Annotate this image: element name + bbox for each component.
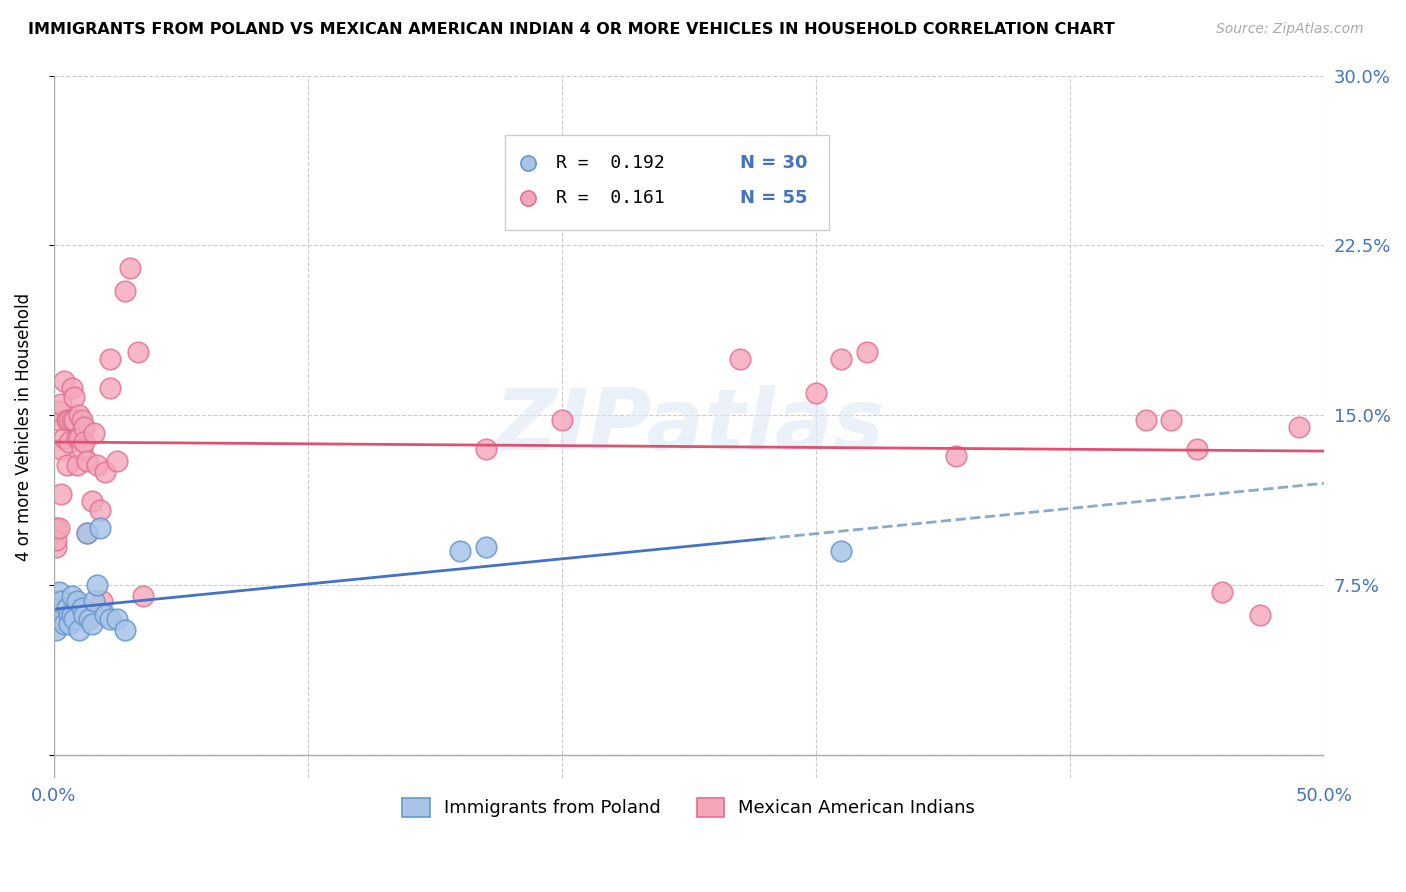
Point xyxy=(73,607,96,622)
Point xyxy=(63,612,86,626)
Point xyxy=(63,413,86,427)
Point xyxy=(1288,419,1310,434)
Point xyxy=(53,616,76,631)
Text: Source: ZipAtlas.com: Source: ZipAtlas.com xyxy=(1216,22,1364,37)
Point xyxy=(45,521,67,535)
Point xyxy=(105,453,128,467)
Point xyxy=(51,442,73,457)
Point xyxy=(1249,607,1271,622)
Point xyxy=(67,624,90,638)
Point xyxy=(474,442,496,457)
Point xyxy=(105,612,128,626)
Point xyxy=(45,612,67,626)
Point xyxy=(83,426,105,441)
Point xyxy=(804,385,827,400)
Point xyxy=(55,458,77,472)
Point xyxy=(830,544,852,558)
Text: IMMIGRANTS FROM POLAND VS MEXICAN AMERICAN INDIAN 4 OR MORE VEHICLES IN HOUSEHOL: IMMIGRANTS FROM POLAND VS MEXICAN AMERIC… xyxy=(28,22,1115,37)
Point xyxy=(58,616,80,631)
Point xyxy=(98,351,121,366)
Point xyxy=(60,607,83,622)
Point xyxy=(48,600,70,615)
Point xyxy=(132,590,155,604)
Point xyxy=(60,590,83,604)
Point xyxy=(98,612,121,626)
Point xyxy=(83,594,105,608)
Point xyxy=(127,344,149,359)
Point xyxy=(76,453,98,467)
Point xyxy=(73,435,96,450)
Text: R =  0.161: R = 0.161 xyxy=(555,189,664,207)
Point xyxy=(67,431,90,445)
Point xyxy=(1185,442,1208,457)
Point xyxy=(70,413,93,427)
Point xyxy=(1160,413,1182,427)
Point xyxy=(45,624,67,638)
Text: N = 55: N = 55 xyxy=(740,189,807,207)
Point xyxy=(45,540,67,554)
Point xyxy=(45,533,67,547)
Point xyxy=(66,594,89,608)
Point xyxy=(66,431,89,445)
Point xyxy=(80,616,103,631)
Point xyxy=(55,413,77,427)
Text: R =  0.192: R = 0.192 xyxy=(555,154,664,172)
Point xyxy=(1211,585,1233,599)
Point xyxy=(86,578,108,592)
Point xyxy=(53,431,76,445)
Point xyxy=(58,607,80,622)
Point xyxy=(93,465,115,479)
Point xyxy=(1135,413,1157,427)
Point xyxy=(945,449,967,463)
Point xyxy=(48,413,70,427)
Point xyxy=(98,381,121,395)
Point xyxy=(89,503,111,517)
Point xyxy=(89,521,111,535)
Point xyxy=(58,435,80,450)
Point xyxy=(63,390,86,404)
Point xyxy=(114,624,136,638)
Point xyxy=(76,526,98,541)
Point xyxy=(118,260,141,275)
Point xyxy=(51,397,73,411)
Point xyxy=(48,403,70,417)
Point xyxy=(51,487,73,501)
Point xyxy=(53,374,76,388)
Point xyxy=(51,612,73,626)
Point xyxy=(48,521,70,535)
Point xyxy=(114,284,136,298)
Point xyxy=(70,600,93,615)
Point xyxy=(91,594,114,608)
Point xyxy=(79,612,101,626)
Point xyxy=(551,413,574,427)
Y-axis label: 4 or more Vehicles in Household: 4 or more Vehicles in Household xyxy=(15,293,32,560)
Point xyxy=(66,458,89,472)
Point xyxy=(55,600,77,615)
Point xyxy=(855,344,877,359)
Point xyxy=(48,585,70,599)
Point xyxy=(86,458,108,472)
Point xyxy=(70,442,93,457)
Point xyxy=(728,351,751,366)
Point xyxy=(76,526,98,541)
Point xyxy=(830,351,852,366)
Point xyxy=(60,381,83,395)
Point xyxy=(73,419,96,434)
Point xyxy=(58,413,80,427)
Point xyxy=(51,594,73,608)
Point xyxy=(93,607,115,622)
Legend: Immigrants from Poland, Mexican American Indians: Immigrants from Poland, Mexican American… xyxy=(395,791,983,825)
FancyBboxPatch shape xyxy=(505,136,828,230)
Point xyxy=(80,494,103,508)
Text: ZIPatlas: ZIPatlas xyxy=(494,385,884,468)
Point xyxy=(449,544,471,558)
Point xyxy=(474,540,496,554)
Text: N = 30: N = 30 xyxy=(740,154,807,172)
Point xyxy=(60,413,83,427)
Point xyxy=(67,408,90,422)
